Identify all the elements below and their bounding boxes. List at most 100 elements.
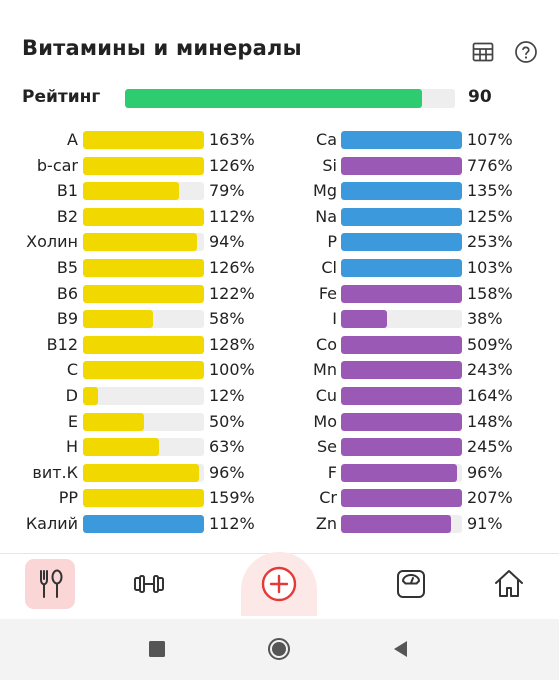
mineral-bar-fill <box>341 259 462 277</box>
nav-weight[interactable] <box>386 559 436 609</box>
vitamin-label: C <box>66 360 78 380</box>
vitamin-bar <box>83 361 204 380</box>
fork-spoon-icon <box>40 569 63 598</box>
rating-value: 90 <box>468 87 492 107</box>
vitamin-row: B6 122% <box>0 284 559 304</box>
vitamin-bar-fill <box>83 438 160 457</box>
mineral-label: Se <box>317 437 337 457</box>
vitamin-label: вит.К <box>32 462 78 482</box>
vitamin-bar-fill <box>83 335 204 354</box>
mineral-bar <box>341 131 462 149</box>
mineral-percent: 207% <box>467 488 513 508</box>
vitamin-percent: 112% <box>209 206 255 226</box>
vitamin-bar-fill <box>83 361 204 380</box>
mineral-bar <box>341 156 462 175</box>
mineral-label: Cl <box>321 258 337 277</box>
mineral-label: P <box>327 232 337 252</box>
vitamin-row: Холин 94% <box>0 232 559 252</box>
vitamin-label: B9 <box>56 309 78 329</box>
mineral-row: Ca 107% <box>0 130 559 150</box>
mineral-label: F <box>327 462 337 482</box>
mineral-bar-fill <box>341 182 462 201</box>
mineral-label: Na <box>315 206 337 226</box>
vitamin-label: b-car <box>36 155 78 175</box>
back-button[interactable] <box>388 637 412 661</box>
mineral-row: Mn 243% <box>0 360 559 380</box>
mineral-percent: 38% <box>467 309 503 329</box>
vitamin-percent: 79% <box>209 181 245 201</box>
nav-add-button[interactable] <box>254 559 304 609</box>
mineral-row: P 253% <box>0 232 559 252</box>
mineral-bar <box>341 438 462 457</box>
mineral-bar-fill <box>341 387 462 405</box>
vitamin-bar-fill <box>83 156 204 175</box>
vitamin-bar-fill <box>83 489 204 508</box>
scale-icon <box>397 570 425 598</box>
vitamin-percent: 58% <box>209 309 245 329</box>
vitamin-bar <box>83 156 204 175</box>
nav-home[interactable] <box>484 559 534 609</box>
mineral-bar-fill <box>341 515 452 533</box>
mineral-percent: 91% <box>467 514 503 533</box>
vitamin-label: Холин <box>26 232 78 252</box>
vitamin-bar-fill <box>83 387 98 405</box>
mineral-bar-fill <box>341 412 462 431</box>
vitamin-percent: 100% <box>209 360 255 380</box>
nav-workout[interactable] <box>124 559 174 609</box>
vitamin-row: вит.К 96% <box>0 463 559 483</box>
vitamin-bar <box>83 515 204 533</box>
table-icon[interactable] <box>471 40 495 64</box>
vitamin-label: B6 <box>56 283 78 303</box>
mineral-bar <box>341 515 462 533</box>
vitamin-bar-fill <box>83 207 204 226</box>
vitamin-bar-fill <box>83 412 144 431</box>
page-title: Витамины и минералы <box>22 36 302 60</box>
system-navigation-bar <box>0 619 559 680</box>
vitamin-percent: 63% <box>209 437 245 457</box>
mineral-row: Cl 103% <box>0 258 559 278</box>
mineral-bar-fill <box>341 207 462 226</box>
mineral-percent: 148% <box>467 411 513 431</box>
mineral-percent: 107% <box>467 130 513 149</box>
vitamin-row: Калий 112% <box>0 514 559 534</box>
mineral-label: Cr <box>319 488 337 508</box>
mineral-percent: 103% <box>467 258 513 277</box>
mineral-label: Si <box>322 155 337 175</box>
vitamin-bar <box>83 233 204 252</box>
vitamin-row: B2 112% <box>0 207 559 227</box>
mineral-bar-fill <box>341 335 462 354</box>
mineral-bar-fill <box>341 489 462 508</box>
mineral-bar-fill <box>341 233 462 252</box>
mineral-bar-fill <box>341 310 387 329</box>
mineral-percent: 243% <box>467 360 513 380</box>
mineral-bar-fill <box>341 463 458 482</box>
mineral-row: Mg 135% <box>0 181 559 201</box>
vitamin-percent: 112% <box>209 514 255 533</box>
vitamin-bar-fill <box>83 310 154 329</box>
mineral-bar <box>341 489 462 508</box>
mineral-label: Mn <box>313 360 337 380</box>
mineral-label: Ca <box>316 130 337 149</box>
vitamin-percent: 50% <box>209 411 245 431</box>
mineral-percent: 125% <box>467 206 513 226</box>
system-home-button[interactable] <box>267 637 291 661</box>
vitamin-bar <box>83 335 204 354</box>
vitamin-row: B5 126% <box>0 258 559 278</box>
mineral-bar-fill <box>341 156 462 175</box>
help-icon[interactable] <box>514 40 538 64</box>
mineral-label: Cu <box>315 386 337 405</box>
vitamin-row: E 50% <box>0 412 559 432</box>
vitamin-bar <box>83 259 204 277</box>
mineral-percent: 135% <box>467 181 513 201</box>
vitamin-bar <box>83 207 204 226</box>
vitamin-bar-fill <box>83 233 197 252</box>
mineral-row: Cu 164% <box>0 386 559 406</box>
mineral-label: Zn <box>315 514 337 533</box>
recents-button[interactable] <box>145 637 169 661</box>
mineral-bar <box>341 463 462 482</box>
vitamin-bar-fill <box>83 463 200 482</box>
mineral-bar <box>341 259 462 277</box>
mineral-bar-fill <box>341 361 462 380</box>
nav-food[interactable] <box>25 559 75 609</box>
vitamin-row: C 100% <box>0 360 559 380</box>
